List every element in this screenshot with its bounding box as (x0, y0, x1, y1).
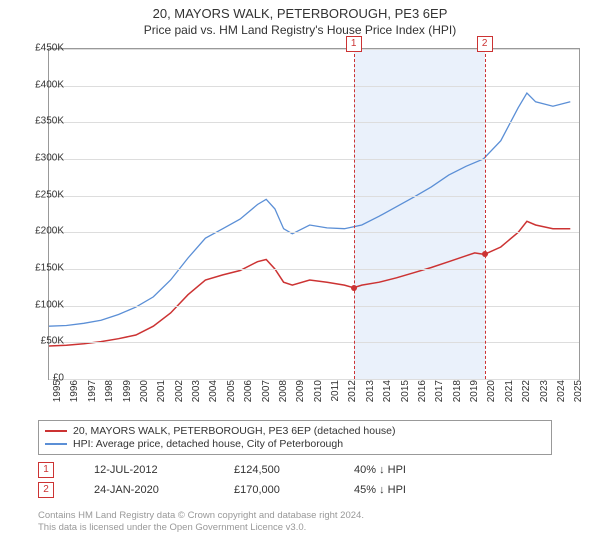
sales-table: 1 12-JUL-2012 £124,500 40% ↓ HPI 2 24-JAN-202… (38, 462, 406, 502)
sale-row: 2 24-JAN-2020 £170,000 45% ↓ HPI (38, 482, 406, 498)
footnote-line2: This data is licensed under the Open Gov… (38, 522, 364, 534)
sale-marker-box: 1 (346, 36, 362, 52)
gridline-h (49, 86, 579, 87)
sale-vline (485, 49, 486, 379)
x-tick-label: 2022 (521, 380, 532, 402)
legend-label: HPI: Average price, detached house, City… (73, 438, 343, 450)
sale-price: £170,000 (234, 484, 314, 496)
gridline-h (49, 232, 579, 233)
x-tick-label: 2010 (313, 380, 324, 402)
line-layer (49, 49, 579, 379)
gridline-h (49, 159, 579, 160)
x-tick-label: 2000 (139, 380, 150, 402)
x-tick-label: 2021 (504, 380, 515, 402)
sale-vline (354, 49, 355, 379)
gridline-h (49, 306, 579, 307)
x-tick-label: 2007 (261, 380, 272, 402)
x-tick-label: 2003 (191, 380, 202, 402)
x-tick-label: 2020 (486, 380, 497, 402)
legend-swatch (45, 430, 67, 432)
sale-dot (351, 285, 357, 291)
x-tick-label: 2025 (573, 380, 584, 402)
sale-row: 1 12-JUL-2012 £124,500 40% ↓ HPI (38, 462, 406, 478)
sale-num-box: 2 (38, 482, 54, 498)
x-tick-label: 2011 (330, 380, 341, 402)
x-tick-label: 2019 (469, 380, 480, 402)
y-tick-label: £100K (35, 299, 64, 310)
x-tick-label: 2018 (452, 380, 463, 402)
y-tick-label: £150K (35, 263, 64, 274)
x-tick-label: 2023 (539, 380, 550, 402)
chart-container: 20, MAYORS WALK, PETERBOROUGH, PE3 6EP P… (0, 0, 600, 560)
x-tick-label: 2006 (243, 380, 254, 402)
x-tick-label: 2012 (347, 380, 358, 402)
x-tick-label: 1996 (69, 380, 80, 402)
x-tick-label: 1999 (122, 380, 133, 402)
x-tick-label: 2013 (365, 380, 376, 402)
x-tick-label: 2005 (226, 380, 237, 402)
sale-marker-box: 2 (477, 36, 493, 52)
footnote-line1: Contains HM Land Registry data © Crown c… (38, 510, 364, 522)
plot-area (48, 48, 580, 380)
series-hpi (49, 93, 570, 326)
y-tick-label: £200K (35, 226, 64, 237)
y-tick-label: £450K (35, 43, 64, 54)
x-tick-label: 2016 (417, 380, 428, 402)
y-tick-label: £400K (35, 79, 64, 90)
x-tick-label: 1995 (52, 380, 63, 402)
title-address: 20, MAYORS WALK, PETERBOROUGH, PE3 6EP (0, 6, 600, 21)
sale-delta: 45% ↓ HPI (354, 484, 406, 496)
y-tick-label: £350K (35, 116, 64, 127)
footnote: Contains HM Land Registry data © Crown c… (38, 510, 364, 535)
legend-swatch (45, 443, 67, 445)
sale-date: 12-JUL-2012 (94, 464, 194, 476)
x-tick-label: 2001 (156, 380, 167, 402)
gridline-h (49, 122, 579, 123)
y-tick-label: £250K (35, 189, 64, 200)
sale-delta: 40% ↓ HPI (354, 464, 406, 476)
title-block: 20, MAYORS WALK, PETERBOROUGH, PE3 6EP P… (0, 0, 600, 37)
x-tick-label: 2017 (434, 380, 445, 402)
y-tick-label: £300K (35, 153, 64, 164)
legend-row: 20, MAYORS WALK, PETERBOROUGH, PE3 6EP (… (45, 425, 545, 437)
gridline-h (49, 49, 579, 50)
gridline-h (49, 269, 579, 270)
sale-date: 24-JAN-2020 (94, 484, 194, 496)
x-tick-label: 2004 (208, 380, 219, 402)
gridline-h (49, 196, 579, 197)
x-tick-label: 2009 (295, 380, 306, 402)
x-tick-label: 2008 (278, 380, 289, 402)
sale-dot (482, 251, 488, 257)
legend: 20, MAYORS WALK, PETERBOROUGH, PE3 6EP (… (38, 420, 552, 455)
y-tick-label: £50K (41, 336, 64, 347)
x-tick-label: 1998 (104, 380, 115, 402)
legend-row: HPI: Average price, detached house, City… (45, 438, 545, 450)
x-tick-label: 2002 (174, 380, 185, 402)
sale-price: £124,500 (234, 464, 314, 476)
legend-label: 20, MAYORS WALK, PETERBOROUGH, PE3 6EP (… (73, 425, 396, 437)
x-tick-label: 2024 (556, 380, 567, 402)
title-subtitle: Price paid vs. HM Land Registry's House … (0, 23, 600, 37)
x-tick-label: 2014 (382, 380, 393, 402)
sale-num-box: 1 (38, 462, 54, 478)
x-tick-label: 2015 (400, 380, 411, 402)
series-price_paid (49, 221, 570, 346)
gridline-h (49, 342, 579, 343)
x-tick-label: 1997 (87, 380, 98, 402)
